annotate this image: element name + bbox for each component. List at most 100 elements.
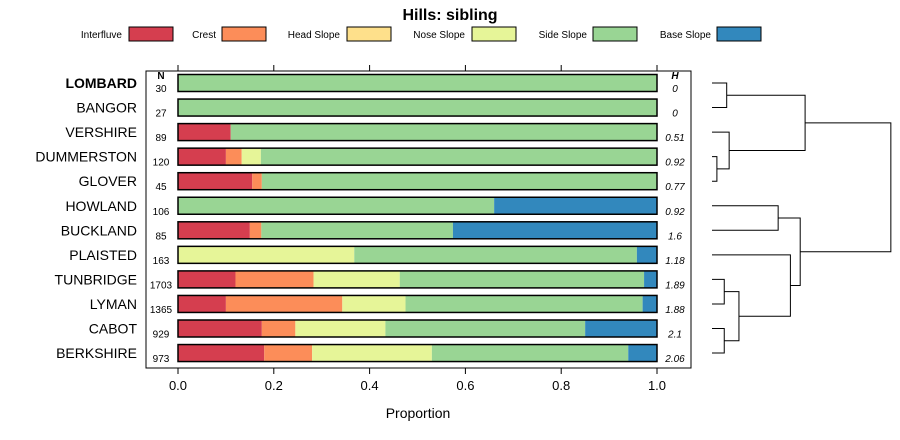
h-value-berkshire: 2.06 [664,354,685,365]
bar-segment-cabot-interfluve [178,320,262,337]
bar-segment-tunbridge-nose-slope [313,270,400,288]
bar-outline-dummerston [177,147,658,166]
row-label-glover: GLOVER [79,173,137,189]
legend-swatch-nose-slope [471,26,517,42]
bar-segment-tunbridge-base-slope [644,270,657,288]
row-label-cabot: CABOT [89,321,138,337]
dendrogram-link-11 [800,122,892,253]
bar-segment-lombard-side-slope [178,74,657,92]
bar-segment-buckland-side-slope [261,221,453,239]
bar-segment-buckland-interfluve [178,221,250,239]
h-value-lyman: 1.88 [665,305,685,316]
h-value-howland: 0.92 [665,207,685,218]
bar-segment-bangor-side-slope [178,99,657,117]
bar-segment-plaisted-side-slope [354,246,637,264]
bar-segment-cabot-nose-slope [295,320,386,337]
bar-segment-dummerston-nose-slope [241,148,261,166]
bar-segment-berkshire-crest [264,344,313,362]
legend-swatch-crest [221,26,267,42]
legend-swatch-side-slope [592,26,638,42]
dendrogram-link-2 [712,156,718,182]
plot-area: 0.0 0.2 0.4 0.6 0.8 1.0 N H LOMBARD 30 0 BANGOR 27 0 V… [35,65,692,393]
n-value-glover: 45 [155,182,167,193]
n-value-howland: 106 [153,207,170,218]
dendrogram-link-8 [724,291,740,342]
bar-segment-tunbridge-side-slope [399,270,645,288]
bar-segment-vershire-interfluve [178,123,231,141]
n-value-berkshire: 973 [153,354,170,365]
bar-outline-berkshire [177,343,658,363]
dendrogram-link-3 [712,131,730,170]
h-value-tunbridge: 1.89 [665,280,685,291]
bar-segment-glover-interfluve [178,172,253,190]
n-value-buckland: 85 [155,231,167,242]
bar-segment-cabot-crest [261,320,296,337]
x-tick-label-4: 0.8 [552,378,570,393]
x-tick-label-5: 1.0 [648,378,666,393]
dendrogram-link-5 [712,205,779,231]
bar-segment-berkshire-nose-slope [312,344,432,362]
bar-segment-tunbridge-crest [235,270,314,288]
legend-label-5: Base Slope [660,30,712,41]
dendrogram-link-6 [712,278,725,305]
legend-swatch-interfluve [128,26,174,42]
legend: Interfluve Crest Head Slope Nose Slope Side … [81,26,762,42]
row-label-plaisted: PLAISTED [69,247,137,263]
row-label-howland: HOWLAND [65,198,137,214]
x-tick-label-1: 0.2 [265,378,283,393]
n-value-plaisted: 163 [153,256,170,267]
row-label-buckland: BUCKLAND [61,222,137,238]
n-value-lyman: 1365 [150,305,173,316]
legend-label-4: Side Slope [539,30,588,41]
bar-segment-buckland-base-slope [452,221,657,239]
h-value-glover: 0.77 [665,182,685,193]
bar-segment-glover-side-slope [261,172,657,190]
bar-outline-bangor [177,98,658,117]
bar-segment-berkshire-side-slope [431,344,629,362]
dendrogram [712,82,892,354]
legend-label-3: Nose Slope [413,30,465,41]
row-label-tunbridge: TUNBRIDGE [55,271,137,287]
x-tick-label-3: 0.6 [456,378,474,393]
legend-swatch-head-slope [346,26,392,42]
legend-label-1: Crest [192,30,216,41]
n-value-cabot: 929 [153,330,170,341]
x-tick-label-0: 0.0 [169,378,187,393]
plot-frame [145,70,692,369]
bar-outline-vershire [177,122,658,142]
row-label-lyman: LYMAN [90,296,137,312]
h-value-lombard: 0 [672,84,678,95]
bar-segment-plaisted-base-slope [636,246,657,264]
bar-segment-vershire-side-slope [230,123,657,141]
bar-segment-cabot-side-slope [385,320,586,337]
bar-outline-lyman [177,294,658,314]
row-label-dummerston: DUMMERSTON [35,149,137,165]
bar-segment-berkshire-base-slope [628,344,657,362]
h-value-cabot: 2.1 [667,330,682,341]
row-label-lombard: LOMBARD [65,75,137,91]
dendrogram-link-7 [712,328,725,354]
bar-outline-lombard [177,73,658,93]
bar-segment-lyman-interfluve [178,295,226,313]
dendrogram-link-4 [726,94,806,152]
n-value-vershire: 89 [155,133,167,144]
bar-segment-tunbridge-interfluve [178,270,236,288]
bar-outline-plaisted [177,245,658,265]
n-value-tunbridge: 1703 [150,280,173,291]
bar-segment-lyman-crest [225,295,343,313]
n-value-dummerston: 120 [153,158,170,169]
row-label-berkshire: BERKSHIRE [56,345,137,361]
n-value-bangor: 27 [155,109,167,120]
h-value-plaisted: 1.18 [665,256,685,267]
bar-segment-glover-crest [252,172,262,190]
bar-segment-lyman-side-slope [405,295,643,313]
h-column-header: H [671,71,679,82]
bar-segment-cabot-base-slope [585,320,657,337]
bar-segment-plaisted-nose-slope [178,246,355,264]
bar-segment-lyman-nose-slope [342,295,406,313]
h-value-vershire: 0.51 [665,133,684,144]
bar-outline-howland [177,196,658,215]
chart-title: Hills: sibling [402,7,497,24]
row-label-bangor: BANGOR [76,100,137,116]
